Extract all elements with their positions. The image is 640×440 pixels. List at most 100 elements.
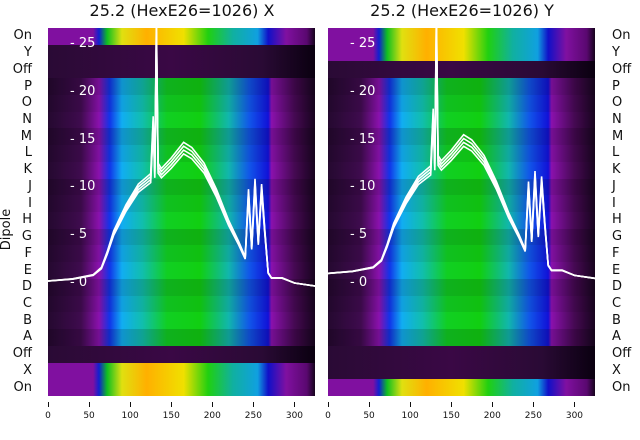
heatmap-row-x <box>328 362 595 380</box>
heatmap-row-m <box>48 128 315 146</box>
heatmap-row-c <box>48 295 315 313</box>
row-label-r: Off <box>612 61 632 77</box>
x-tick-label: 100 <box>401 411 419 421</box>
panel-x: - 0- 5- 10- 15- 20- 25 <box>48 28 315 396</box>
x-tick-mark <box>533 402 535 407</box>
x-tick-mark <box>574 402 576 407</box>
x-tick-mark <box>410 402 412 407</box>
heatmap-row-e <box>48 262 315 280</box>
profile-line <box>328 31 595 279</box>
row-label-r: C <box>612 296 622 311</box>
heatmap-row-y <box>328 44 595 62</box>
row-label-l: O <box>21 95 32 111</box>
inner-y-tick: - 15 <box>350 131 376 147</box>
profile-line <box>48 28 315 287</box>
inner-y-tick: - 5 <box>350 227 368 243</box>
row-label-r: On <box>612 28 631 44</box>
inner-y-tick: - 0 <box>350 275 368 290</box>
x-tick-label: 50 <box>83 411 95 421</box>
profile-line <box>48 31 315 287</box>
profile-line <box>328 28 595 280</box>
row-label-l: G <box>21 229 32 245</box>
heatmap-row-on <box>328 28 595 46</box>
row-label-r: Y <box>612 45 620 61</box>
row-label-l: Y <box>24 45 32 61</box>
profile-line <box>48 39 315 287</box>
inner-y-tick: - 10 <box>350 179 376 195</box>
x-tick-mark <box>171 402 173 407</box>
x-tick-label: 150 <box>162 411 180 421</box>
x-tick-mark <box>212 402 214 407</box>
row-label-r: Off <box>612 346 632 362</box>
heatmap-row-on <box>328 379 595 396</box>
row-label-r: E <box>612 262 621 278</box>
x-tick-mark <box>451 402 453 407</box>
row-label-l: H <box>22 212 32 228</box>
profile-line <box>328 28 595 280</box>
x-tick-label: 300 <box>565 411 584 421</box>
row-label-l: P <box>24 78 32 94</box>
x-tick-mark <box>492 402 494 407</box>
row-label-r: J <box>612 178 616 194</box>
heatmap-row-a <box>328 329 595 347</box>
row-label-r: K <box>612 162 621 178</box>
x-tick-mark <box>253 402 255 407</box>
heatmap-row-n <box>328 111 595 129</box>
x-tick-mark <box>328 402 329 407</box>
row-label-r: X <box>612 362 621 378</box>
row-label-l: X <box>23 362 32 378</box>
inner-y-tick: - 25 <box>350 36 376 51</box>
row-label-r: B <box>612 312 621 328</box>
row-label-r: P <box>612 78 620 94</box>
row-label-r: A <box>612 329 621 345</box>
heatmap-row-p <box>48 78 315 96</box>
heatmap-row-g <box>328 228 595 246</box>
x-tick-label: 150 <box>442 411 460 421</box>
heatmap-row-d <box>48 278 315 297</box>
row-label-l: J <box>28 178 32 194</box>
inner-y-tick: - 10 <box>70 179 96 195</box>
heatmap-row-l <box>328 145 595 163</box>
row-label-l: B <box>23 312 32 328</box>
inner-y-tick: - 25 <box>70 36 96 51</box>
panel-y: - 0 - 5 - 10 - 15 - 20 - 25 <box>328 28 595 396</box>
x-tick-mark <box>48 402 49 407</box>
row-label-r: On <box>612 379 631 395</box>
heatmap-row-c <box>328 295 595 313</box>
heatmap-row-on <box>48 28 315 46</box>
heatmap-row-x <box>48 362 315 380</box>
row-label-l: K <box>23 162 32 178</box>
heatmap-row-y <box>48 44 315 62</box>
row-label-l: Off <box>12 61 32 77</box>
heatmap-row-o <box>328 94 595 113</box>
row-label-r: G <box>612 229 623 245</box>
row-label-l: A <box>23 329 32 345</box>
heatmap-row-n <box>48 111 315 129</box>
row-label-l: N <box>22 112 32 127</box>
y-axis-label: Dipole <box>0 208 15 251</box>
row-label-r: O <box>612 95 623 111</box>
heatmap-row-p <box>328 78 595 96</box>
inner-y-tick: - 20 <box>70 83 96 99</box>
heatmap-row-on <box>48 379 315 396</box>
heatmap-row-o <box>48 94 315 113</box>
row-label-l: E <box>23 262 32 278</box>
row-label-l: I <box>28 195 32 211</box>
heatmap-row-off <box>328 61 595 79</box>
x-tick-label: 0 <box>325 411 331 421</box>
x-tick-mark <box>369 402 371 407</box>
x-tick-label: 200 <box>203 411 221 421</box>
heatmap-row-k <box>328 161 595 180</box>
heatmap-row-a <box>48 329 315 347</box>
x-tick-label: 100 <box>121 411 139 421</box>
heatmap-row-k <box>48 161 315 180</box>
row-label-l: On <box>13 379 32 395</box>
row-label-r: M <box>612 128 624 144</box>
row-label-l: F <box>24 245 32 261</box>
x-tick-label: 250 <box>524 411 542 421</box>
x-tick-mark <box>294 402 296 407</box>
x-tick-mark <box>89 402 91 407</box>
row-label-l: Off <box>12 346 32 362</box>
row-label-r: L <box>612 145 620 161</box>
row-label-r: I <box>612 195 616 211</box>
